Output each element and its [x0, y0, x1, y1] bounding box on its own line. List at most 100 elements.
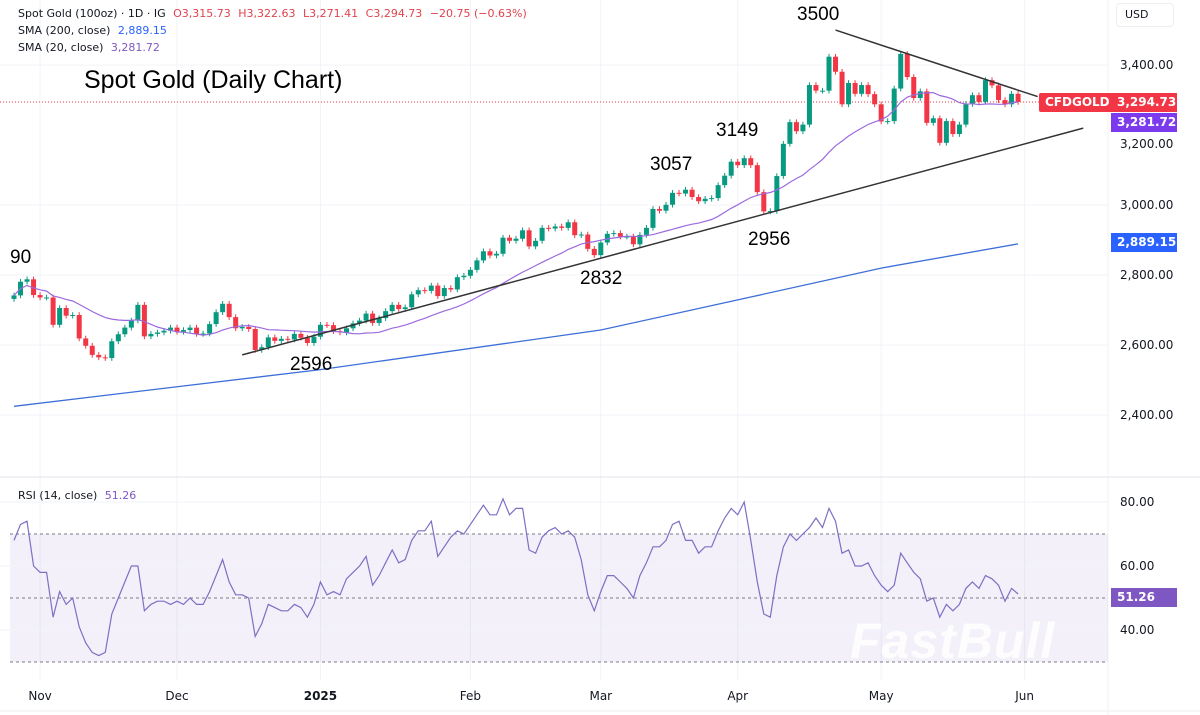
candle-body [37, 295, 43, 298]
candle-body [585, 234, 591, 249]
sma20-value: 3,281.72 [110, 41, 160, 54]
rsi-label: RSI (14, close) [18, 489, 98, 502]
candle-body [787, 122, 793, 144]
candle-body [819, 90, 825, 92]
candle-body [161, 330, 167, 333]
annotation-label: 3500 [797, 4, 840, 25]
rsi-tick-label: 80.00 [1120, 495, 1154, 509]
candle-body [409, 294, 415, 308]
time-tick-label: Jun [1014, 689, 1034, 703]
candle-body [109, 341, 115, 359]
price-tick-label: 2,600.00 [1120, 338, 1173, 352]
candle-body [213, 312, 219, 325]
candle-body [904, 53, 910, 77]
candle-body [611, 233, 617, 235]
candle-body [754, 165, 760, 193]
candle-body [89, 345, 95, 355]
price-legend: Spot Gold (100oz) · 1D · IG O3,315.73 H3… [18, 7, 531, 20]
candle-body [493, 253, 499, 256]
time-tick-label: Feb [460, 689, 481, 703]
trendline [242, 127, 1084, 356]
candle-body [122, 327, 128, 335]
candle-body [480, 251, 486, 261]
candle-body [689, 189, 695, 198]
candle-body [96, 354, 102, 358]
candle-body [200, 333, 206, 335]
candle-body [194, 327, 200, 334]
rsi-value: 51.26 [104, 489, 137, 502]
price-tick-label: 3,200.00 [1120, 137, 1173, 151]
candle-body [917, 91, 923, 98]
candle-body [467, 269, 473, 276]
candle-body [859, 85, 865, 94]
candle-body [70, 315, 76, 316]
candle-body [950, 121, 956, 135]
annotation-label: 2596 [290, 354, 333, 375]
candle-body [989, 80, 995, 86]
candle-body [969, 95, 975, 104]
time-tick-label: May [869, 689, 894, 703]
candle-body [937, 118, 943, 143]
candle-body [735, 161, 741, 166]
candle-body [702, 198, 708, 202]
candle-body [298, 333, 304, 338]
candle-body [565, 222, 571, 228]
candle-body [643, 227, 649, 235]
candle-body [415, 290, 421, 295]
candle-body [135, 304, 141, 321]
candle-body [83, 338, 89, 346]
candle-body [370, 313, 376, 324]
candle-body [148, 333, 154, 337]
candle-body [76, 315, 82, 339]
candle-body [741, 158, 747, 166]
candle-body [982, 80, 988, 102]
candle-body [800, 124, 806, 132]
candle-body [976, 95, 982, 102]
candle-body [826, 56, 832, 91]
candle-body [852, 82, 858, 94]
candle-body [311, 336, 317, 343]
candle-body [102, 357, 108, 359]
candle-body [656, 208, 662, 211]
candle-body [350, 323, 356, 329]
candle-body [956, 124, 962, 135]
candle-body [154, 332, 160, 334]
candle-body [1002, 100, 1008, 105]
candle-body [141, 304, 147, 337]
sma20-legend: SMA (20, close) 3,281.72 [18, 41, 164, 54]
candle-body [500, 237, 506, 254]
currency-button[interactable]: USD [1116, 3, 1174, 27]
candle-body [330, 325, 336, 332]
candle-body [44, 297, 50, 299]
candle-body [233, 317, 239, 329]
candle-body [428, 285, 434, 291]
candle-body [898, 53, 904, 89]
candle-body [513, 238, 519, 241]
candle-body [167, 327, 173, 331]
candle-body [265, 337, 271, 348]
sma200-value: 2,889.15 [117, 24, 167, 37]
change-value: −20.75 (−0.63%) [429, 7, 527, 20]
candle-body [591, 248, 597, 256]
candle-body [207, 324, 213, 334]
candle-body [507, 237, 513, 241]
candle-body [539, 227, 545, 241]
candle-body [715, 185, 721, 199]
candle-body [846, 82, 852, 105]
candle-body [461, 275, 467, 278]
candle-body [943, 121, 949, 143]
candle-body [663, 204, 669, 211]
time-tick-label: Mar [589, 689, 612, 703]
candle-body [963, 103, 969, 125]
candle-body [833, 56, 839, 72]
candle-body [239, 326, 245, 329]
candle-body [878, 104, 884, 122]
candle-body [11, 295, 17, 299]
candle-body [278, 338, 284, 341]
open-value: O3,315.73 [173, 7, 231, 20]
candle-body [748, 158, 754, 166]
time-tick-label: Dec [165, 689, 188, 703]
candle-body [617, 233, 623, 237]
candle-body [624, 236, 630, 238]
